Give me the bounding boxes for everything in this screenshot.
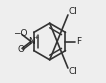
Text: −O: −O — [13, 29, 27, 38]
Text: N: N — [28, 37, 34, 46]
Text: O: O — [18, 45, 25, 54]
Text: F: F — [76, 37, 81, 46]
Text: +: + — [33, 35, 38, 40]
Text: Cl: Cl — [68, 7, 77, 16]
Text: Cl: Cl — [68, 67, 77, 76]
